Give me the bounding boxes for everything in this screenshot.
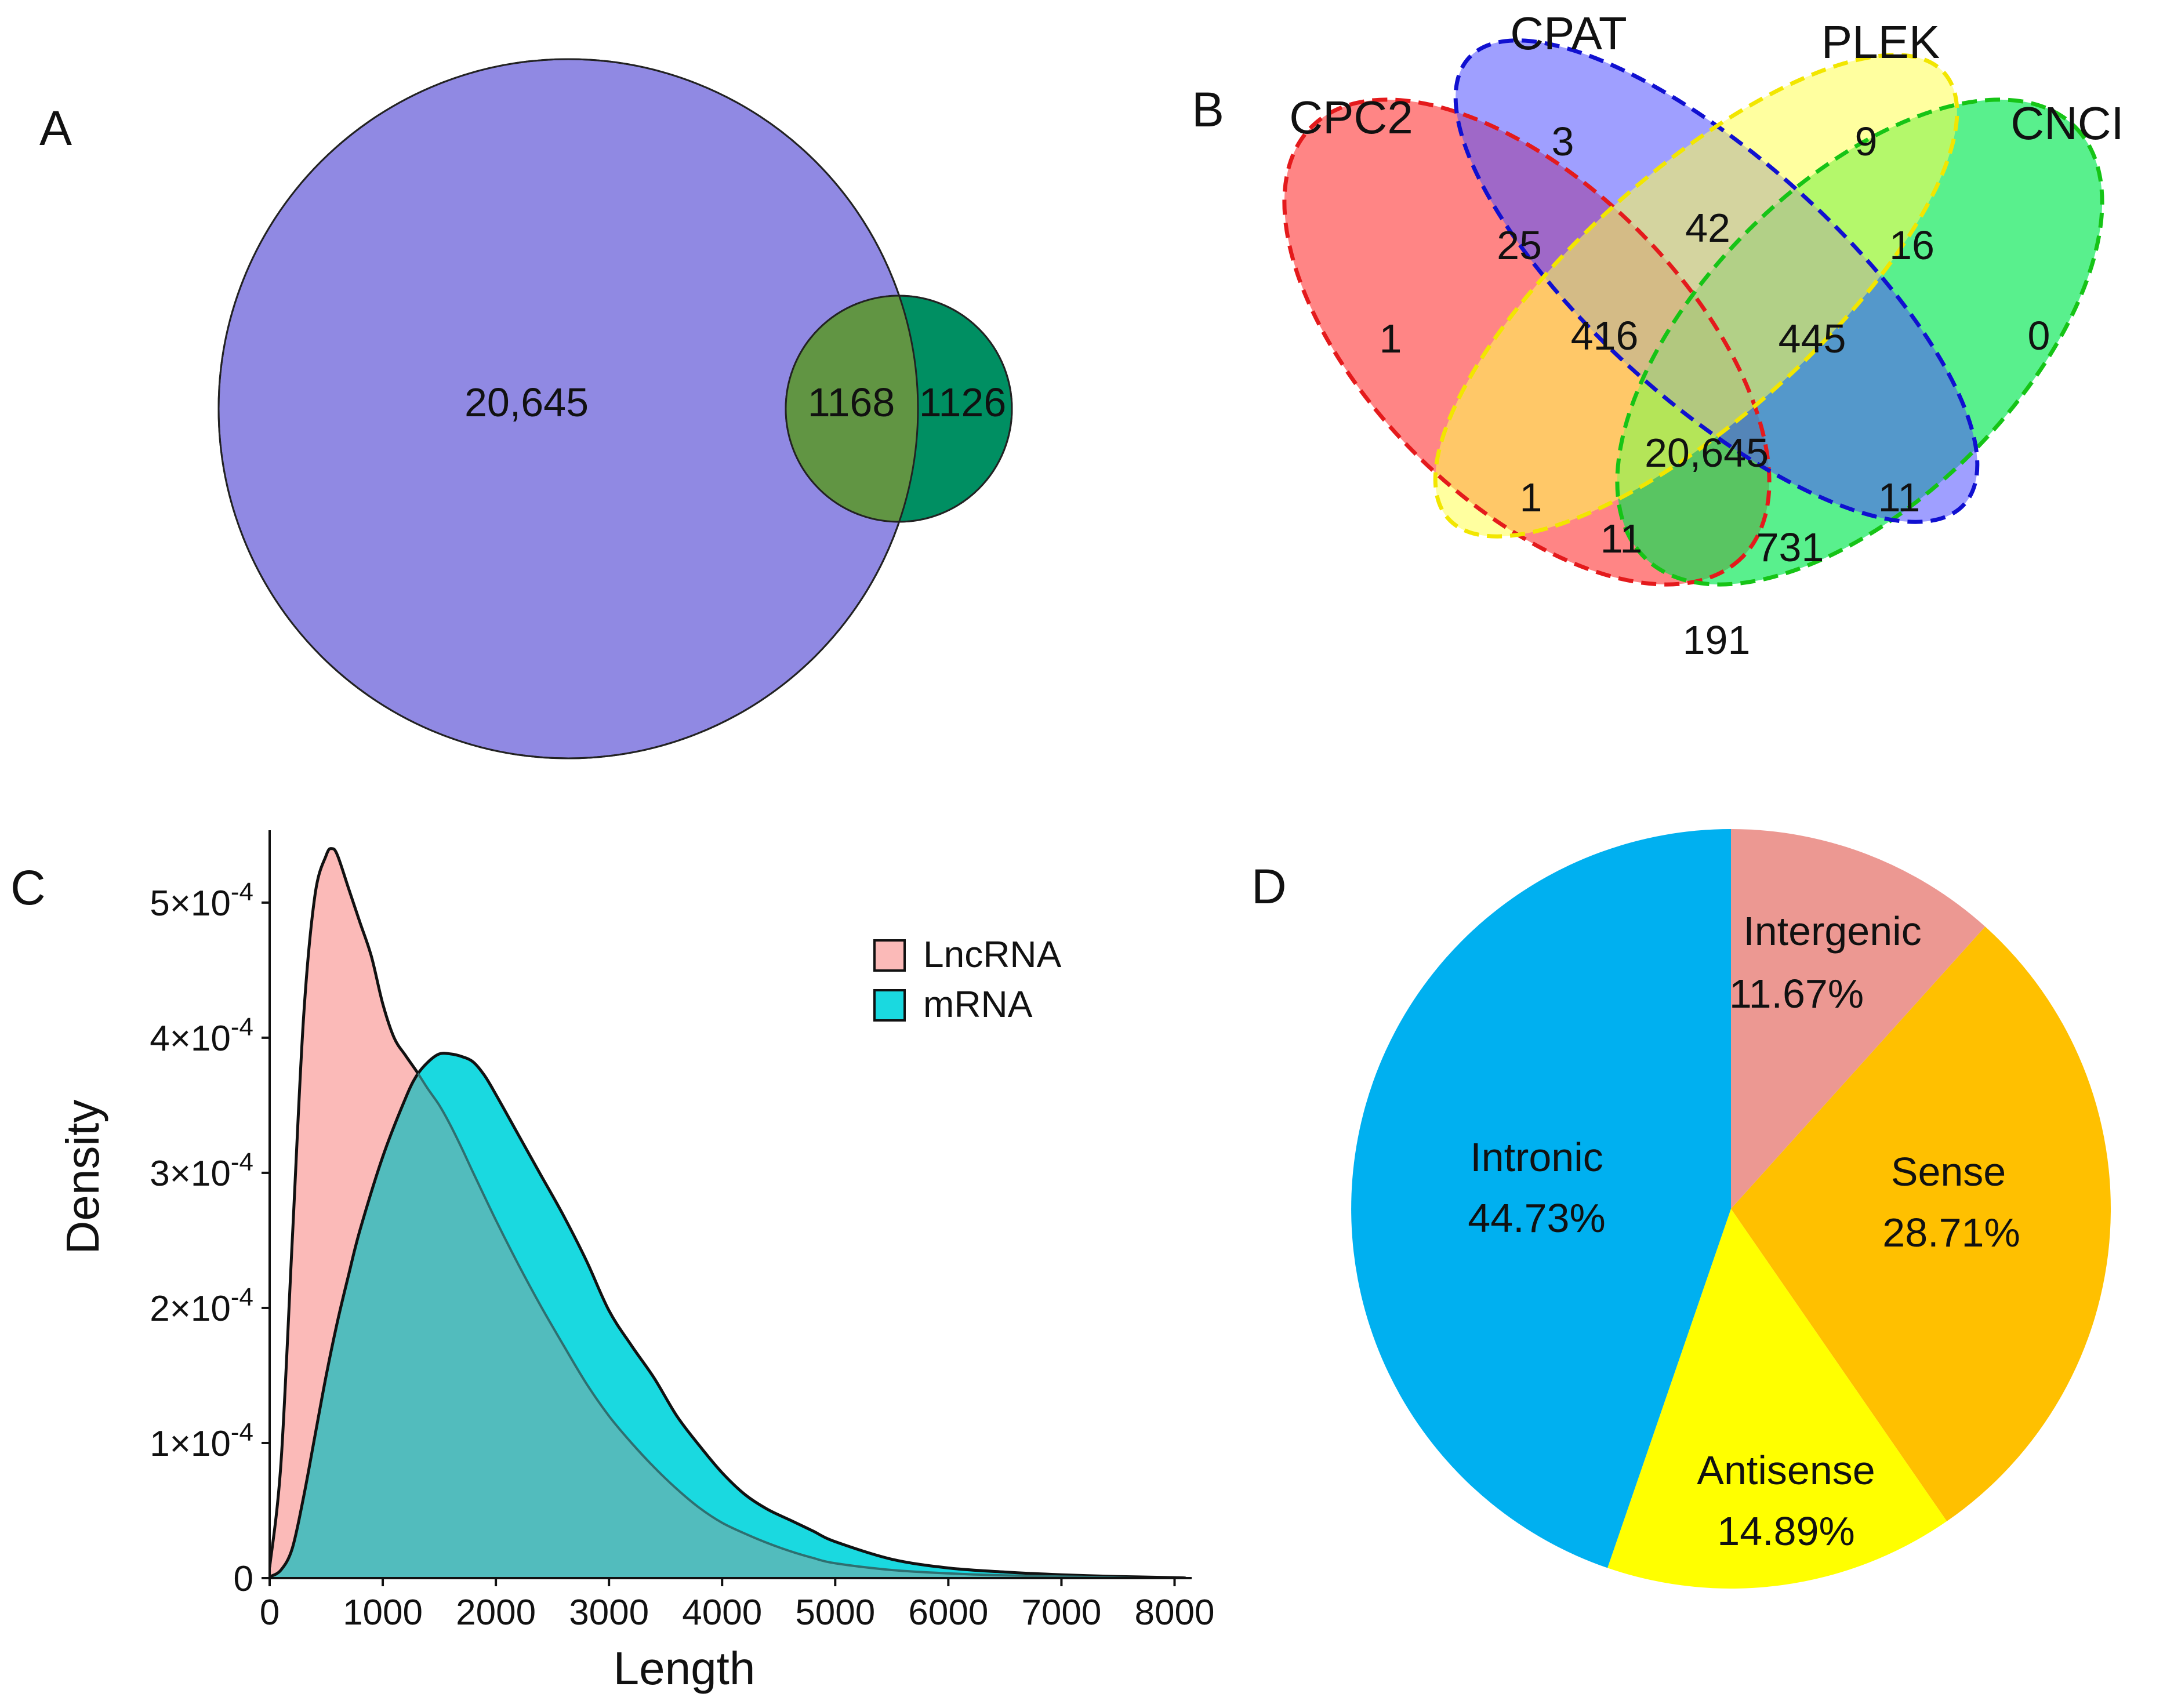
series-mrna-line [270,1052,1186,1578]
venn-b-count-plek: 9 [1855,119,1878,164]
pie-label-antisense-value: 14.89% [1717,1509,1854,1554]
panel-d: D Intergenic 11.67% Sense 28.71% Antisen… [1251,829,2111,1589]
y-tick-label: 0 [234,1559,253,1599]
venn-b-count-cpat-plek: 42 [1685,205,1730,250]
venn-b-plek-ellipse [1435,54,1957,537]
venn-b-set-cnci: CNCI [2010,97,2124,149]
pie-label-sense-name: Sense [1891,1149,2006,1194]
y-tick-base: 0 [234,1559,253,1599]
x-tick-label: 1000 [343,1593,423,1633]
x-tick-label: 7000 [1021,1593,1101,1633]
legend: LncRNA mRNA [873,933,1062,1025]
x-tick-label: 2000 [456,1593,536,1633]
venn-a-left-count: 20,645 [464,380,589,425]
venn-b-count-all: 20,645 [1645,430,1769,475]
venn-b-count-cpat-plek-cnci: 445 [1779,316,1846,361]
y-ticks: 01×10-42×10-43×10-44×10-45×10-4 [150,878,270,1599]
venn-b-set-plek: PLEK [1821,16,1940,68]
venn-b-count-cpc2: 1 [1380,316,1402,361]
legend-swatch-mrna [873,989,906,1022]
x-tick-label: 4000 [682,1593,762,1633]
legend-label-lncrna: LncRNA [923,933,1062,975]
panel-c: C 0 1000 2000 3000 4000 5000 6000 7000 8000 0 1×1… [10,830,1214,1694]
y-tick-exponent: -4 [231,1283,253,1311]
panel-b-letter: B [1192,82,1224,137]
venn-b-plek-outline [1433,53,1959,539]
venn-a-right-outline [785,295,1013,523]
y-tick-exponent: -4 [231,1148,253,1176]
pie-labels: Intergenic 11.67% Sense 28.71% Antisense… [1468,908,2020,1554]
y-axis-title: Density [57,1100,108,1255]
pie-label-intergenic-value: 11.67% [1729,971,1864,1016]
x-tick-label: 5000 [795,1593,875,1633]
y-tick-base: 3×10 [150,1154,231,1194]
pie-label-intronic-value: 44.73% [1468,1195,1605,1241]
y-tick-exponent: -4 [231,1418,253,1447]
venn-b-count-cpc2-cpat-plek: 416 [1571,313,1639,358]
y-tick-label: 4×10-4 [150,1013,253,1059]
x-tick-label: 6000 [908,1593,988,1633]
venn-b-count-cpat: 3 [1552,119,1574,164]
venn-a-left-outline [217,58,919,759]
x-tick-label: 3000 [569,1593,649,1633]
pie-label-intronic-name: Intronic [1470,1135,1603,1180]
pie-label-sense-value: 28.71% [1882,1210,2020,1255]
venn-b-cnci-outline [1615,97,2104,587]
venn-b-count-cpc2-cnci: 191 [1683,617,1751,663]
pie-slice-sense [1731,926,2111,1521]
y-tick-label: 2×10-4 [150,1283,253,1329]
panel-a-letter: A [39,101,72,155]
venn-b-set-cpat: CPAT [1510,8,1627,59]
venn-b-count-cnci: 0 [2028,313,2050,358]
venn-b-count-cpc2-plek: 1 [1520,475,1543,520]
x-tick-label: 8000 [1135,1593,1215,1633]
y-tick-exponent: -4 [231,878,253,906]
y-tick-base: 4×10 [150,1019,231,1059]
legend-swatch-lncrna [873,939,906,972]
venn-b-count-cpat-cnci: 11 [1878,475,1921,520]
panel-a: A 20,645 1168 1126 [39,58,1013,759]
venn-b-count-cpc2-cpat-cnci: 731 [1756,525,1824,570]
venn-a-overlap-count: 1168 [808,380,895,425]
legend-label-mrna: mRNA [923,983,1033,1025]
y-tick-base: 1×10 [150,1424,231,1464]
pie-slice-intronic [1351,829,1731,1568]
venn-b-set-cpc2: CPC2 [1289,92,1413,143]
venn-b-count-cpc2-plek-cnci: 11 [1600,516,1643,561]
panel-d-letter: D [1251,859,1287,914]
pie-label-antisense-name: Antisense [1697,1448,1875,1493]
panel-b: B CPC2 CPAT PLEK CNCI 1 3 9 0 25 42 16 4… [1192,8,2124,663]
y-tick-base: 2×10 [150,1289,231,1329]
panel-c-letter: C [10,860,46,915]
pie-slices [1351,829,2111,1589]
y-tick-base: 5×10 [150,884,231,924]
density-plot-area [270,847,1186,1578]
x-ticks: 0 1000 2000 3000 4000 5000 6000 7000 8000 [260,1578,1215,1633]
venn-a-overlap-region [786,296,918,522]
venn-b-cpat-outline [1453,38,1980,524]
series-lncrna-inner-line [270,1053,1186,1578]
venn-b-cpc2-outline [1282,97,1772,587]
pie-label-intergenic-name: Intergenic [1743,908,1921,954]
x-tick-label: 0 [260,1593,280,1633]
pie-slice-antisense [1607,1209,1947,1589]
venn-b-count-cpc2-cpat: 25 [1497,223,1542,268]
venn-a-right-count: 1126 [919,380,1007,425]
venn-b-count-plek-cnci: 16 [1889,223,1935,268]
y-tick-label: 5×10-4 [150,878,253,924]
x-axis-title: Length [614,1642,756,1694]
y-tick-label: 1×10-4 [150,1418,253,1464]
pie-slice-intergenic [1731,829,1986,1209]
y-tick-exponent: -4 [231,1013,253,1041]
y-tick-label: 3×10-4 [150,1148,253,1194]
